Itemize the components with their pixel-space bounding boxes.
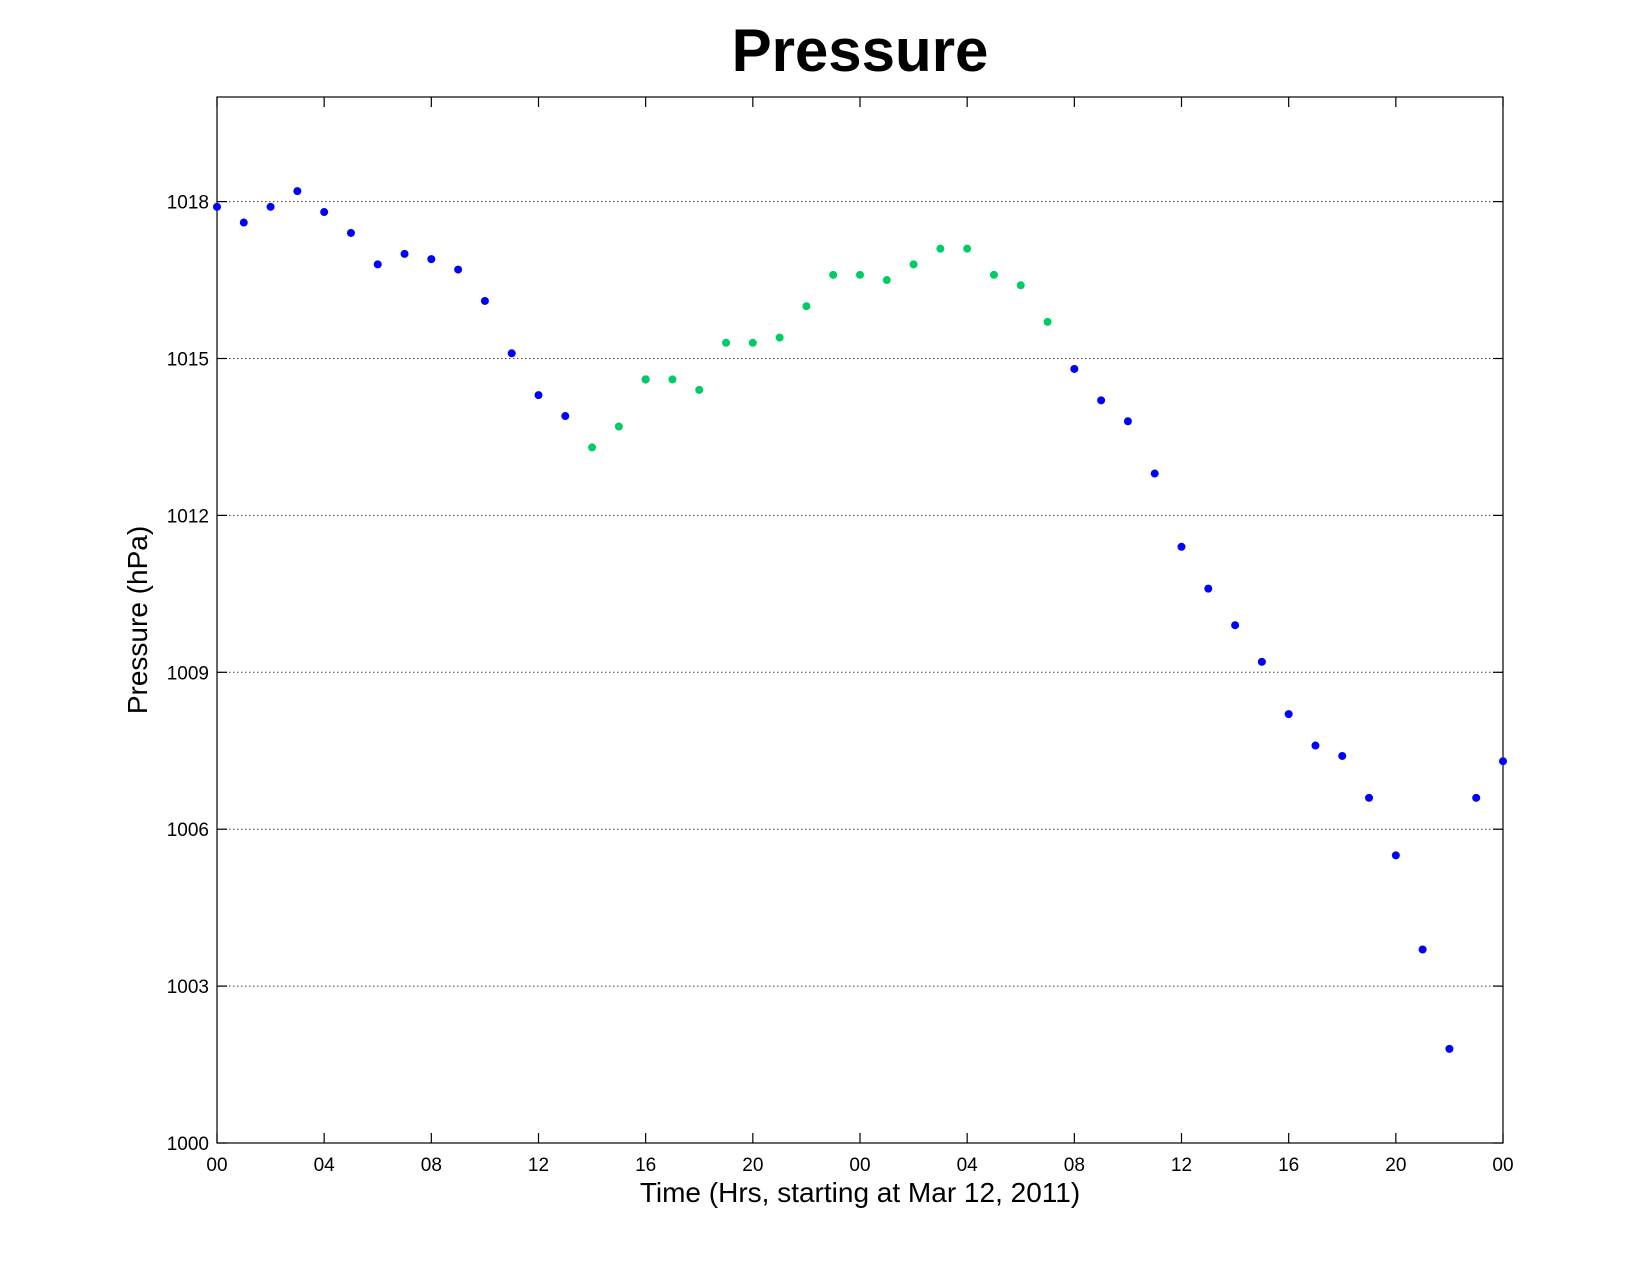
data-point-series-1	[1150, 469, 1159, 478]
y-tick-label: 1009	[167, 663, 209, 684]
data-point-series-1	[1231, 621, 1240, 630]
data-point-series-1	[1070, 364, 1079, 373]
data-point-series-2	[722, 338, 731, 347]
data-point-series-2	[936, 244, 945, 253]
data-point-series-1	[373, 260, 382, 269]
data-point-series-2	[775, 333, 784, 342]
data-point-series-1	[266, 202, 275, 211]
x-tick-label: 12	[1171, 1155, 1192, 1176]
x-tick-label: 16	[1278, 1155, 1299, 1176]
data-point-series-2	[963, 244, 972, 253]
data-point-series-1	[1097, 396, 1106, 405]
data-point-series-1	[480, 296, 489, 305]
data-point-series-1	[534, 391, 543, 400]
data-point-series-1	[213, 202, 221, 211]
data-point-series-1	[1311, 741, 1320, 750]
data-point-series-1	[1177, 542, 1186, 551]
data-point-series-2	[829, 270, 838, 279]
data-point-series-2	[856, 270, 864, 279]
data-point-series-1	[1418, 945, 1427, 954]
x-tick-label: 20	[742, 1155, 763, 1176]
y-tick-label: 1006	[167, 820, 209, 841]
data-point-series-1	[1284, 710, 1293, 719]
data-point-series-2	[1016, 281, 1025, 290]
x-tick-label: 08	[421, 1155, 442, 1176]
x-tick-label: 00	[1492, 1155, 1513, 1176]
data-point-series-1	[1204, 584, 1213, 593]
data-point-series-2	[989, 270, 998, 279]
data-point-series-1	[293, 187, 302, 196]
data-point-series-1	[1391, 851, 1400, 860]
data-point-series-2	[802, 302, 811, 311]
data-point-series-1	[346, 228, 355, 237]
data-point-series-2	[882, 276, 891, 285]
data-point-series-1	[320, 208, 329, 217]
data-point-series-1	[1257, 657, 1266, 666]
data-point-series-2	[614, 422, 623, 431]
data-point-series-1	[454, 265, 463, 274]
y-tick-label: 1000	[167, 1134, 209, 1155]
data-point-series-2	[588, 443, 597, 452]
data-point-series-2	[695, 385, 704, 394]
data-point-series-1	[1472, 793, 1481, 802]
data-point-series-1	[1123, 417, 1132, 426]
y-tick-label: 1012	[167, 506, 209, 527]
data-point-series-1	[1365, 793, 1374, 802]
x-tick-label: 00	[849, 1155, 870, 1176]
tick-layer: 1000 1003 1006 1009 1012 1015 1018 00 04 08 12 16 20…	[167, 97, 1514, 1176]
x-tick-label: 16	[635, 1155, 656, 1176]
data-point-series-1	[507, 349, 516, 358]
y-tick-label: 1015	[167, 350, 209, 371]
x-tick-label: 04	[314, 1155, 336, 1176]
data-point-series-2	[909, 260, 918, 269]
data-point-series-1	[561, 412, 570, 421]
y-axis-label: Pressure (hPa)	[122, 526, 153, 714]
y-tick-label: 1003	[167, 977, 209, 998]
x-axis-label: Time (Hrs, starting at Mar 12, 2011)	[640, 1177, 1080, 1208]
data-point-series-1	[1499, 757, 1507, 766]
grid-layer	[217, 201, 1503, 987]
x-tick-label: 04	[957, 1155, 979, 1176]
y-tick-label: 1018	[167, 193, 209, 214]
data-point-series-1	[400, 249, 409, 258]
x-tick-label: 12	[528, 1155, 549, 1176]
x-tick-label: 20	[1385, 1155, 1406, 1176]
data-point-series-2	[641, 375, 650, 384]
data-point-series-2	[748, 338, 757, 347]
data-point-series-2	[668, 375, 677, 384]
data-point-series-2	[1043, 317, 1052, 326]
data-point-series-1	[427, 255, 436, 264]
chart-title: Pressure	[732, 17, 989, 84]
point-layer	[213, 187, 1507, 1053]
x-tick-label: 00	[206, 1155, 227, 1176]
x-tick-label: 08	[1064, 1155, 1085, 1176]
data-point-series-1	[1338, 751, 1347, 760]
data-point-series-1	[1445, 1044, 1454, 1053]
data-point-series-1	[239, 218, 248, 227]
